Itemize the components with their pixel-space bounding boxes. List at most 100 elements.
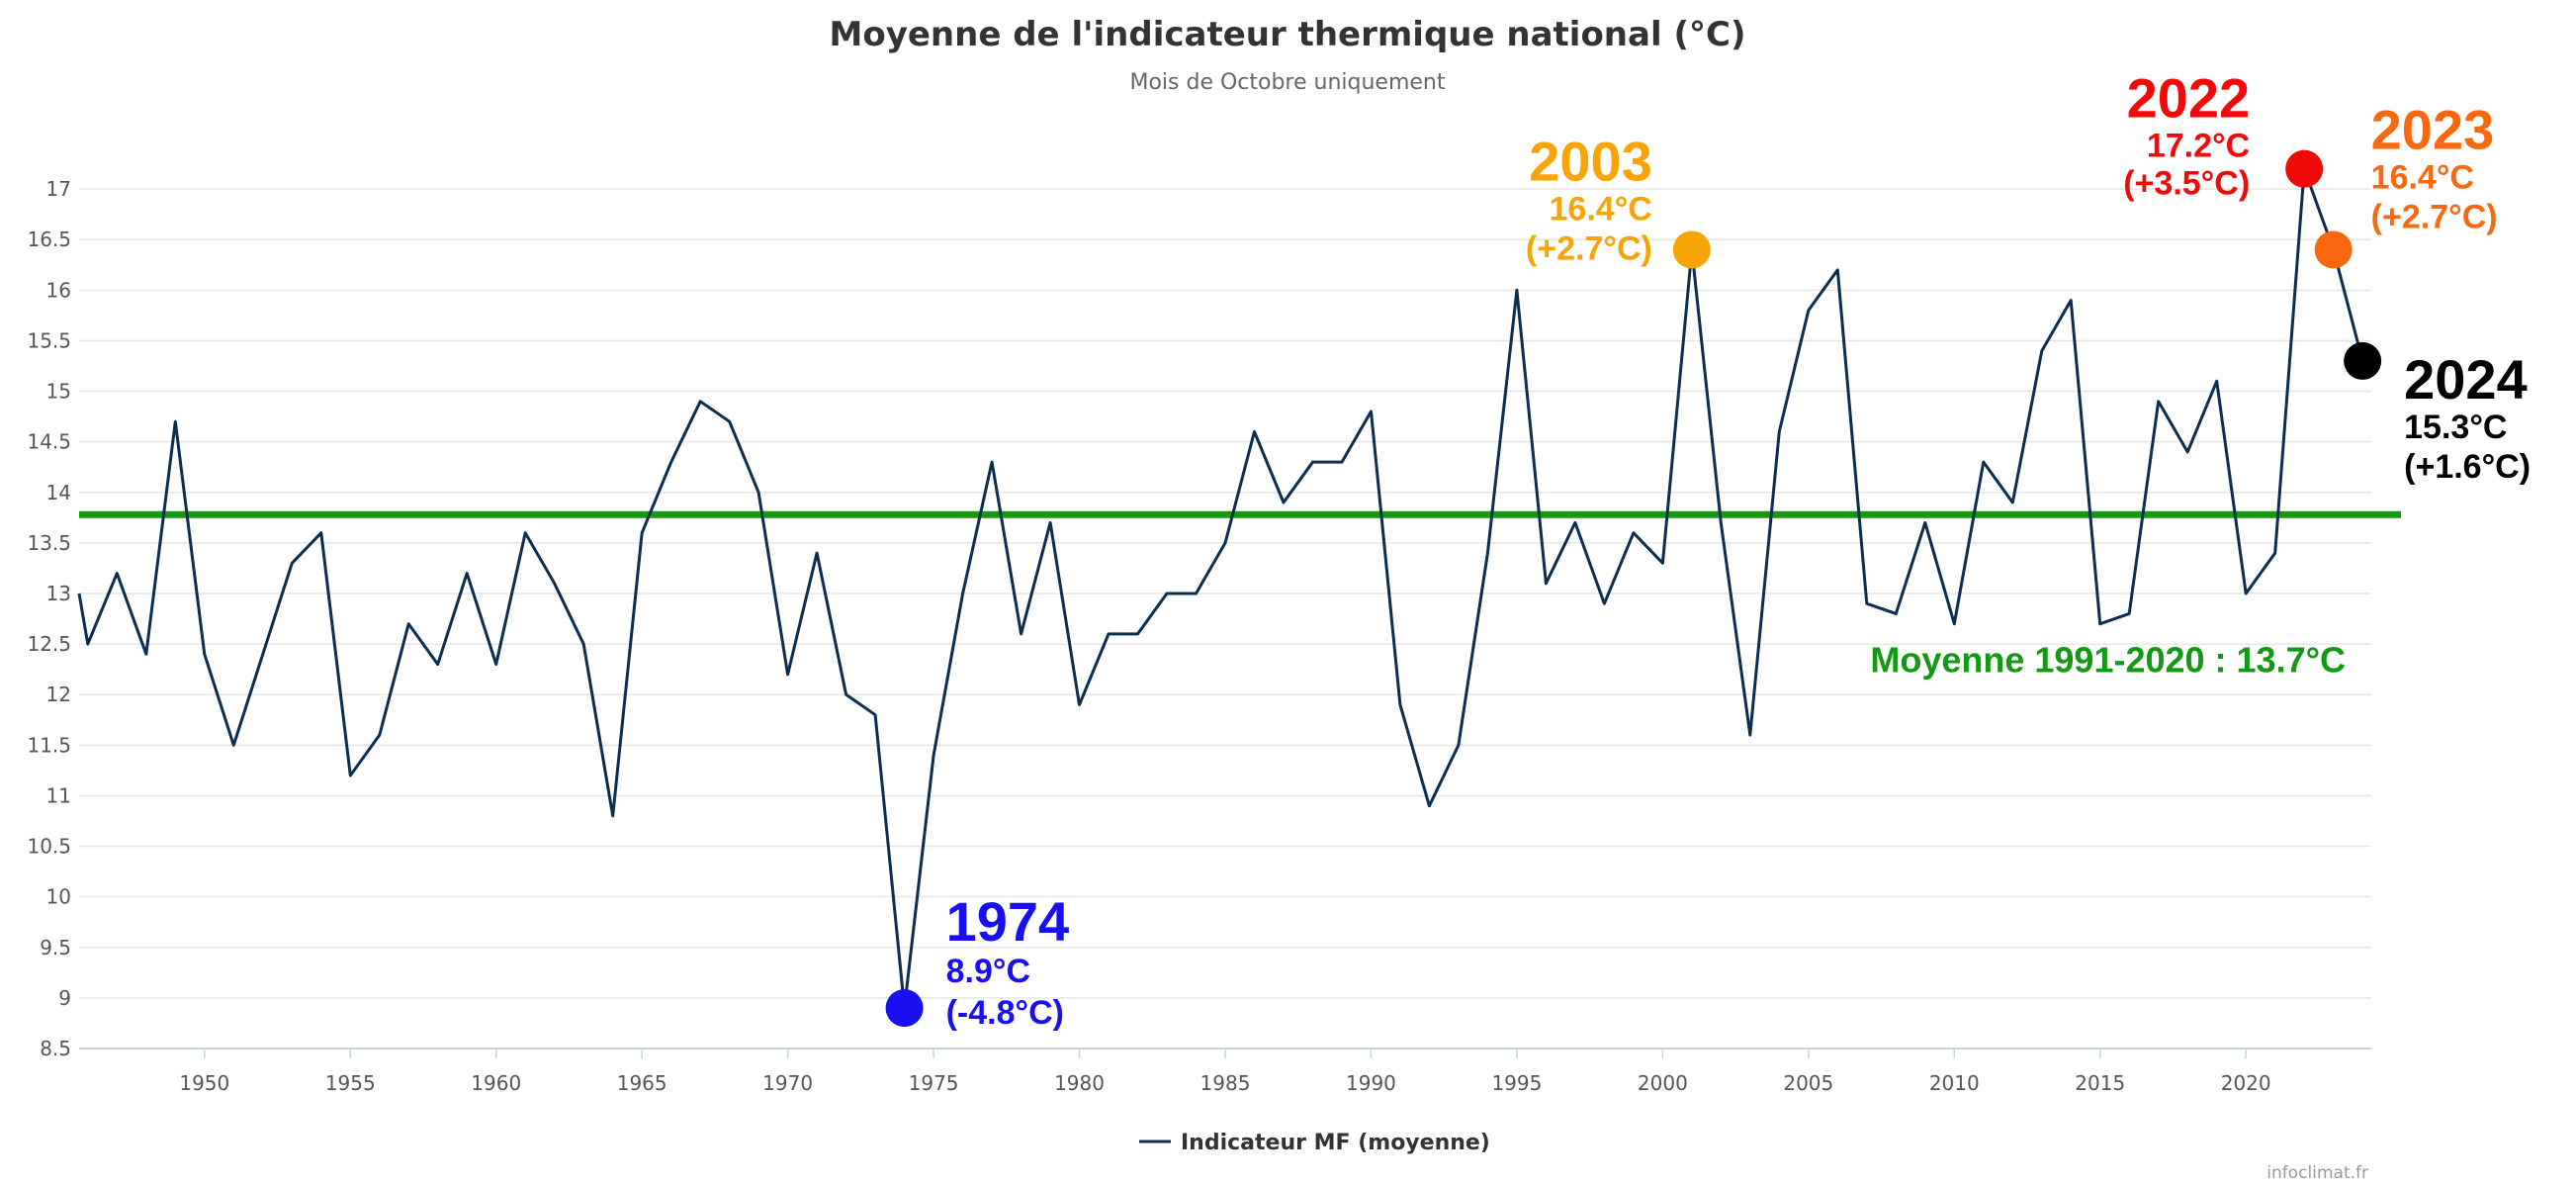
- annotation-year: 2003: [1529, 130, 1652, 192]
- grid-lines: [79, 188, 2371, 1050]
- data-point: [260, 651, 266, 657]
- data-point: [114, 571, 120, 577]
- reference-line-label: Moyenne 1991-2020 : 13.7°C: [1870, 640, 2346, 681]
- y-tick-label: 12.5: [27, 632, 71, 656]
- data-point: [668, 459, 674, 465]
- data-point: [1514, 287, 1520, 293]
- annotation-anomaly: (+1.6°C): [2404, 448, 2531, 486]
- data-point: [1659, 560, 1665, 566]
- legend-label: Indicateur MF (moyenne): [1181, 1131, 1490, 1155]
- chart-title: Moyenne de l'indicateur thermique nation…: [830, 15, 1746, 54]
- x-tick-label: 1965: [617, 1071, 667, 1095]
- data-point: [931, 753, 936, 759]
- data-point: [143, 651, 149, 657]
- data-point: [639, 530, 645, 536]
- chart-subtitle: Mois de Octobre uniquement: [1129, 70, 1445, 95]
- data-point: [785, 672, 791, 678]
- y-tick-label: 10.5: [27, 835, 71, 859]
- data-point: [2097, 621, 2103, 627]
- series-points: [85, 166, 2365, 1011]
- x-tick-label: 1960: [471, 1071, 521, 1095]
- data-point: [2126, 610, 2132, 616]
- data-point: [2272, 550, 2278, 556]
- y-tick-label: 14.5: [27, 430, 71, 454]
- data-point: [1981, 459, 1987, 465]
- x-tick-label: 2015: [2075, 1071, 2125, 1095]
- data-point: [1164, 591, 1170, 596]
- x-tick-label: 2020: [2221, 1071, 2271, 1095]
- data-point: [1747, 732, 1753, 738]
- data-point: [493, 662, 499, 668]
- data-point: [2009, 500, 2015, 505]
- data-point: [1426, 803, 1432, 809]
- data-point: [2068, 298, 2074, 304]
- data-point: [172, 418, 178, 424]
- x-tick-label: 1980: [1054, 1071, 1105, 1095]
- annotation-value: 16.4°C: [2371, 158, 2474, 196]
- data-point: [1047, 519, 1053, 525]
- data-point: [610, 813, 616, 819]
- x-tick-label: 1975: [909, 1071, 959, 1095]
- data-point: [1834, 267, 1840, 273]
- y-axis: 8.5 9 9.5 10 10.5 11 11.5 12 12.5 13 13.5 14 14.5 15 1…: [27, 177, 71, 1060]
- data-point: [347, 773, 353, 778]
- y-tick-label: 16: [46, 278, 71, 302]
- data-point: [1456, 742, 1462, 748]
- x-tick-label: 2000: [1638, 1071, 1688, 1095]
- x-tick-label: 2005: [1783, 1071, 1833, 1095]
- data-point: [318, 530, 324, 536]
- y-tick-label: 11: [46, 783, 71, 807]
- data-point: [755, 490, 761, 496]
- x-tick-label: 1990: [1346, 1071, 1396, 1095]
- data-point: [727, 418, 733, 424]
- credit-text[interactable]: infoclimat.fr: [2266, 1163, 2368, 1183]
- data-point: [844, 691, 849, 697]
- data-point: [2214, 378, 2220, 384]
- data-point: [522, 530, 528, 536]
- annotation-anomaly: (-4.8°C): [946, 994, 1064, 1032]
- x-tick-label: 2010: [1929, 1071, 1980, 1095]
- data-point: [697, 399, 703, 405]
- data-point: [2184, 449, 2190, 455]
- data-point: [814, 550, 820, 556]
- data-point: [1135, 631, 1141, 637]
- y-tick-label: 16.5: [27, 228, 71, 251]
- y-tick-label: 14: [46, 481, 71, 504]
- highlight-marker: [2344, 341, 2382, 380]
- annotation-year: 2022: [2127, 67, 2251, 130]
- x-axis: 1950 1955 1960 1965 1970 1975 1980 1985 1990 1995…: [179, 1049, 2271, 1095]
- data-point: [1397, 701, 1403, 707]
- data-point: [1718, 519, 1724, 525]
- data-point: [202, 651, 208, 657]
- data-point: [1106, 631, 1111, 637]
- y-tick-label: 15.5: [27, 328, 71, 352]
- data-point: [289, 560, 295, 566]
- annotations: 19748.9°C(-4.8°C)200316.4°C(+2.7°C)20221…: [885, 67, 2531, 1032]
- data-point: [1951, 621, 1957, 627]
- y-tick-label: 11.5: [27, 733, 71, 757]
- data-point: [1631, 530, 1637, 536]
- data-point: [377, 732, 383, 738]
- data-point: [1309, 459, 1315, 465]
- y-tick-label: 13: [46, 582, 71, 605]
- data-point: [2039, 348, 2045, 354]
- data-point: [1251, 428, 1257, 434]
- data-point: [85, 641, 91, 647]
- highlight-marker: [885, 989, 924, 1028]
- data-point: [1194, 591, 1199, 596]
- x-tick-label: 1970: [762, 1071, 813, 1095]
- data-point: [1543, 581, 1549, 587]
- annotation-value: 8.9°C: [946, 953, 1030, 990]
- data-point: [2156, 399, 2162, 405]
- annotation-value: 15.3°C: [2404, 409, 2507, 446]
- legend[interactable]: Indicateur MF (moyenne): [1139, 1131, 1490, 1155]
- x-tick-label: 1995: [1491, 1071, 1542, 1095]
- highlight-marker: [2285, 149, 2324, 188]
- data-point: [435, 662, 441, 668]
- data-point: [960, 591, 966, 596]
- series-line: [77, 167, 2364, 1010]
- data-point: [1077, 701, 1083, 707]
- annotation-value: 17.2°C: [2147, 128, 2250, 165]
- y-tick-label: 12: [46, 683, 71, 706]
